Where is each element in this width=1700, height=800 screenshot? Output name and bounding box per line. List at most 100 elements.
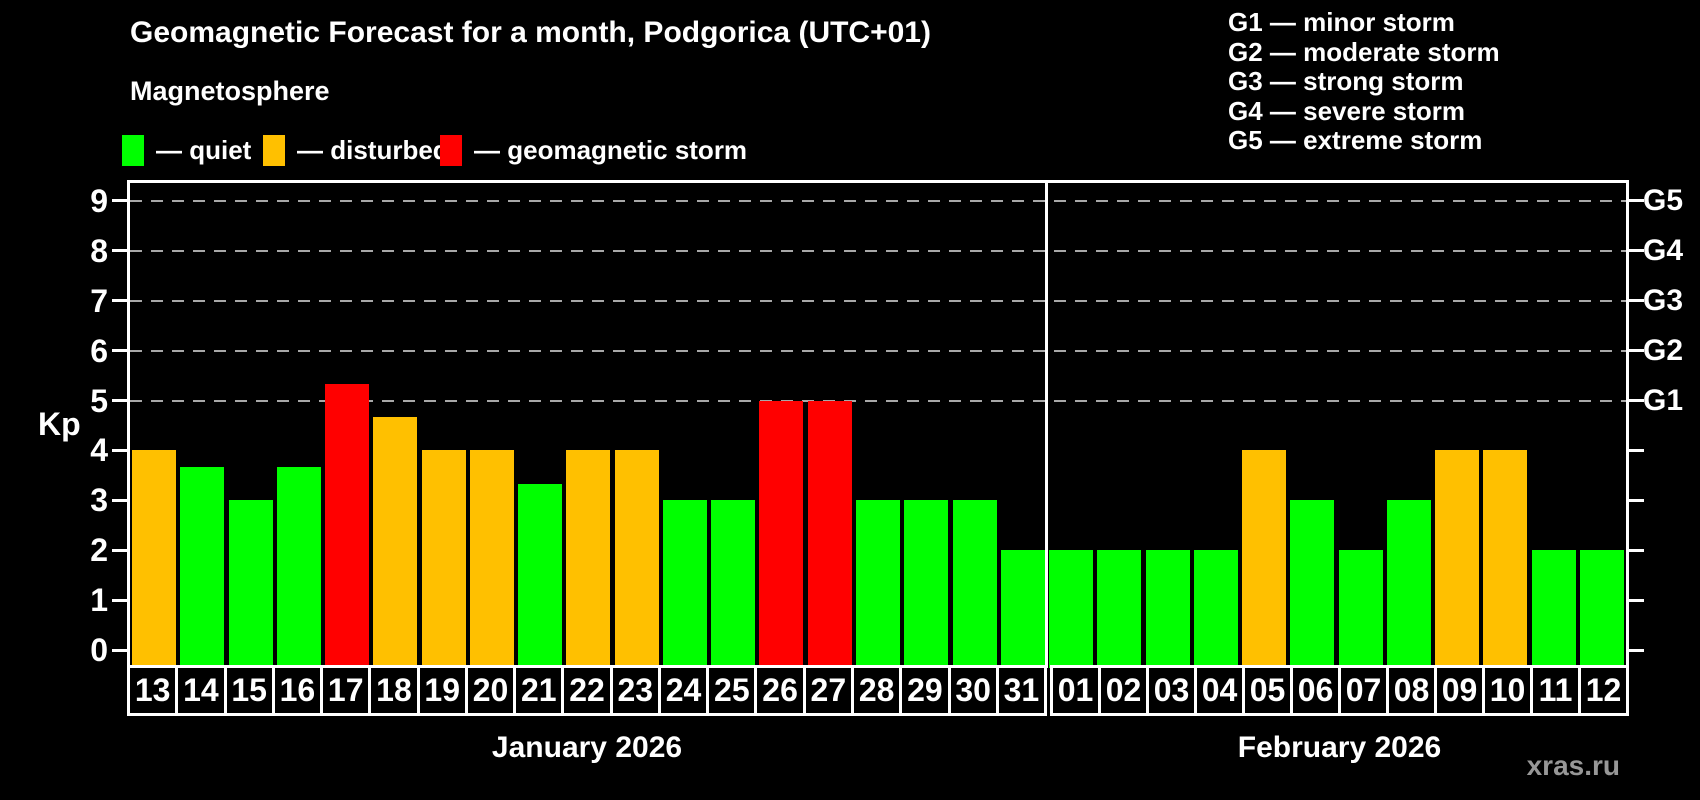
kp-bar-quiet-day-30 xyxy=(952,500,997,668)
kp-bar-disturbed-day-13 xyxy=(132,450,177,668)
kp-bar-disturbed-day-10 xyxy=(1483,450,1528,668)
y-axis-tick-left-2 xyxy=(112,548,127,552)
kp-bar-quiet-day-12 xyxy=(1579,550,1624,668)
day-cell-12: 12 xyxy=(1578,665,1629,716)
g-legend-line-1: G1 — minor storm xyxy=(1228,7,1455,37)
day-cell-08: 08 xyxy=(1386,665,1437,716)
g-scale-legend: G1 — minor storm G2 — moderate storm G3 — … xyxy=(1228,7,1500,156)
g-axis-label-g1: G1 xyxy=(1643,383,1684,417)
g-axis-label-g2: G2 xyxy=(1643,333,1684,367)
y-axis-tick-right-6 xyxy=(1629,349,1644,353)
g-legend-line-3: G3 — strong storm xyxy=(1228,66,1464,96)
day-cell-30: 30 xyxy=(947,665,999,716)
day-cell-05: 05 xyxy=(1242,665,1293,716)
day-cell-02: 02 xyxy=(1098,665,1149,716)
kp-bar-disturbed-day-09 xyxy=(1435,450,1480,668)
y-axis-tick-right-0 xyxy=(1629,648,1644,652)
y-axis-tick-right-8 xyxy=(1629,249,1644,253)
day-cell-23: 23 xyxy=(609,665,661,716)
day-cell-06: 06 xyxy=(1290,665,1341,716)
day-cell-18: 18 xyxy=(368,665,420,716)
quiet-color-swatch xyxy=(122,135,144,166)
plot-area: 0 1 2 3 4 5 6 7 8 9 G1 G2 G3 G4 G5 xyxy=(90,180,1683,668)
kp-bar-quiet-day-11 xyxy=(1531,550,1576,668)
kp-bar-quiet-day-24 xyxy=(662,500,707,668)
y-axis-label-2: 2 xyxy=(90,532,108,569)
kp-bar-quiet-day-29 xyxy=(904,500,949,668)
day-cell-31: 31 xyxy=(995,665,1048,716)
kp-bar-quiet-day-03 xyxy=(1145,550,1190,668)
y-axis-tick-left-7 xyxy=(112,299,127,303)
day-cell-24: 24 xyxy=(657,665,710,716)
y-axis-tick-right-2 xyxy=(1629,548,1644,552)
y-axis-tick-left-0 xyxy=(112,648,127,652)
y-axis-tick-right-3 xyxy=(1629,498,1644,502)
kp-bar-quiet-day-08 xyxy=(1386,500,1431,668)
kp-bar-storm-day-26 xyxy=(759,400,804,668)
day-cell-17: 17 xyxy=(320,665,372,716)
y-axis-tick-right-9 xyxy=(1629,199,1644,203)
gridline-kp7 xyxy=(130,299,1626,302)
y-axis-tick-left-5 xyxy=(112,399,127,402)
kp-bar-storm-day-17 xyxy=(325,384,370,668)
legend-label-storm: — geomagnetic storm xyxy=(474,135,748,165)
day-cell-01: 01 xyxy=(1050,665,1101,716)
kp-bar-quiet-day-04 xyxy=(1193,550,1238,668)
y-axis-label-4: 4 xyxy=(90,432,108,469)
day-row-month-2: 01 02 03 04 05 06 07 08 09 10 11 12 xyxy=(1050,665,1629,716)
kp-bar-quiet-day-14 xyxy=(180,466,225,668)
y-axis-label-7: 7 xyxy=(90,282,108,319)
y-axis-label-8: 8 xyxy=(90,232,108,269)
gridline-kp5 xyxy=(130,399,1626,402)
legend-item-storm: — geomagnetic storm xyxy=(440,135,747,166)
day-cell-10: 10 xyxy=(1482,665,1533,716)
magnetosphere-label: Magnetosphere xyxy=(130,76,330,106)
kp-bar-quiet-day-06 xyxy=(1290,500,1335,668)
y-axis-tick-right-7 xyxy=(1629,299,1644,303)
day-cell-07: 07 xyxy=(1338,665,1389,716)
kp-bar-storm-day-27 xyxy=(807,400,852,668)
day-cell-21: 21 xyxy=(513,665,565,716)
watermark: xras.ru xyxy=(1526,750,1620,781)
day-cell-16: 16 xyxy=(271,665,324,716)
y-axis-tick-left-1 xyxy=(112,598,127,602)
legend-label-disturbed: — disturbed xyxy=(297,135,449,165)
g-axis-label-g3: G3 xyxy=(1643,283,1684,317)
disturbed-color-swatch xyxy=(263,135,285,166)
kp-bar-quiet-day-16 xyxy=(276,466,321,668)
magnetosphere-legend: — quiet — disturbed — geomagnetic storm xyxy=(0,135,1100,166)
y-axis-title: Kp xyxy=(38,406,81,442)
y-axis-label-5: 5 xyxy=(90,382,108,419)
day-cell-28: 28 xyxy=(850,665,903,716)
day-cell-26: 26 xyxy=(754,665,806,716)
month-label-january: January 2026 xyxy=(491,731,683,764)
day-cell-09: 09 xyxy=(1434,665,1485,716)
y-axis-label-6: 6 xyxy=(90,332,108,369)
day-cell-25: 25 xyxy=(706,665,758,716)
kp-bar-quiet-day-31 xyxy=(1000,550,1045,668)
kp-bar-disturbed-day-22 xyxy=(566,450,611,668)
gridline-kp9 xyxy=(130,199,1626,202)
legend-label-quiet: — quiet xyxy=(156,135,252,165)
day-cell-13: 13 xyxy=(127,665,179,716)
legend-item-disturbed: — disturbed xyxy=(263,135,449,166)
y-axis-tick-left-4 xyxy=(112,448,127,452)
kp-bar-disturbed-day-23 xyxy=(614,450,659,668)
y-axis-tick-right-5 xyxy=(1629,399,1644,402)
day-cell-19: 19 xyxy=(416,665,468,716)
g-legend-line-4: G4 — severe storm xyxy=(1228,95,1466,126)
day-row-month-1: 13 14 15 16 17 18 19 20 21 22 23 24 25 26 27 28 29 30 31 xyxy=(127,665,1048,716)
y-axis-label-1: 1 xyxy=(90,582,108,619)
kp-bar-quiet-day-15 xyxy=(228,500,273,668)
storm-color-swatch xyxy=(440,135,462,166)
kp-bar-quiet-day-07 xyxy=(1338,550,1383,668)
kp-bar-quiet-day-01 xyxy=(1049,550,1094,668)
y-axis-label-9: 9 xyxy=(90,182,108,219)
y-axis-label-3: 3 xyxy=(90,482,108,519)
day-cell-15: 15 xyxy=(223,665,275,716)
g-axis-label-g4: G4 xyxy=(1643,233,1684,267)
day-cell-22: 22 xyxy=(561,665,613,716)
g-legend-line-5: G5 — extreme storm xyxy=(1228,125,1483,155)
chart-title: Geomagnetic Forecast for a month, Podgor… xyxy=(130,16,931,49)
